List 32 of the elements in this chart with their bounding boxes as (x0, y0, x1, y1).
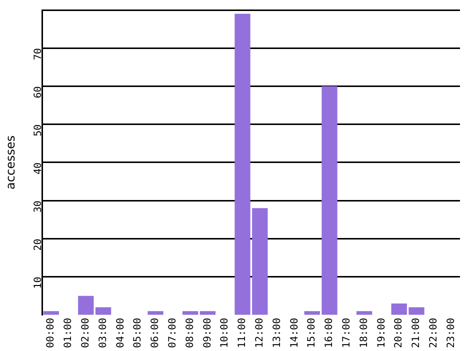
y-tick-label: 60 (32, 86, 44, 98)
x-tick-label: 16:00 (324, 318, 336, 348)
x-tick-label: 18:00 (358, 318, 370, 348)
x-tick-label: 23:00 (446, 318, 457, 348)
x-tick-label: 09:00 (202, 318, 214, 348)
x-tick-label: 20:00 (394, 318, 405, 348)
y-tick-label: 30 (32, 200, 44, 213)
x-tick-label: 01:00 (63, 318, 74, 348)
x-tick-label: 10:00 (220, 318, 231, 348)
x-tick-label: 21:00 (411, 318, 422, 348)
x-tick-label: 19:00 (376, 318, 388, 348)
x-tick-label: 07:00 (167, 318, 178, 348)
y-axis-title: accesses (3, 135, 18, 190)
x-tick-label: 02:00 (80, 318, 92, 348)
y-tick-label: 10 (32, 276, 44, 289)
x-tick-label: 05:00 (132, 318, 144, 348)
x-tick-label: 06:00 (150, 318, 162, 348)
x-tick-label: 08:00 (184, 318, 196, 348)
y-tick-label: 50 (32, 124, 44, 136)
x-tick-label: 22:00 (428, 318, 440, 348)
x-tick-label: 11:00 (237, 318, 248, 348)
x-tick-label: 13:00 (272, 318, 283, 348)
x-tick-label: 17:00 (341, 318, 352, 348)
x-tick-label: 14:00 (289, 318, 300, 348)
x-tick-label: 04:00 (115, 318, 126, 348)
x-tick-label: 15:00 (306, 318, 318, 348)
y-tick-label: 70 (32, 48, 44, 60)
x-tick-label: 00:00 (46, 318, 57, 348)
x-tick-label: 03:00 (98, 318, 109, 348)
y-tick-label: 40 (32, 162, 44, 174)
x-tick-label: 12:00 (254, 318, 266, 348)
y-tick-label: 20 (32, 238, 44, 251)
